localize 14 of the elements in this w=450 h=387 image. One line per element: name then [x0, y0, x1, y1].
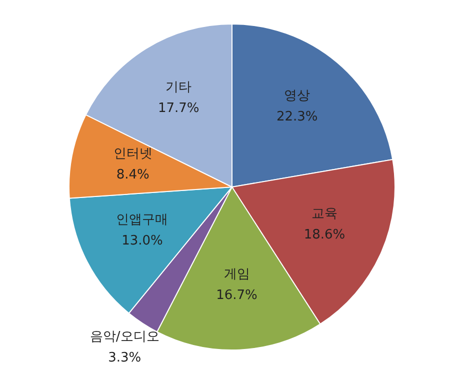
slice-label: 인터넷	[113, 146, 152, 162]
data-label: 3.3%	[108, 350, 142, 366]
slice-label: 교육	[311, 206, 338, 222]
data-label: 18.6%	[304, 228, 346, 243]
slice-label: 게임	[224, 266, 250, 282]
data-label: 22.3%	[276, 110, 318, 125]
data-label: 8.4%	[116, 167, 150, 182]
data-label: 13.0%	[122, 233, 163, 248]
slice-label: 인앱구매	[116, 212, 168, 228]
data-label: 17.7%	[158, 101, 200, 116]
slice-label: 영상	[284, 88, 310, 104]
slice-label: 기타	[166, 80, 192, 96]
slice-label: 음악/오디오	[90, 329, 160, 344]
data-label: 16.7%	[216, 288, 258, 303]
